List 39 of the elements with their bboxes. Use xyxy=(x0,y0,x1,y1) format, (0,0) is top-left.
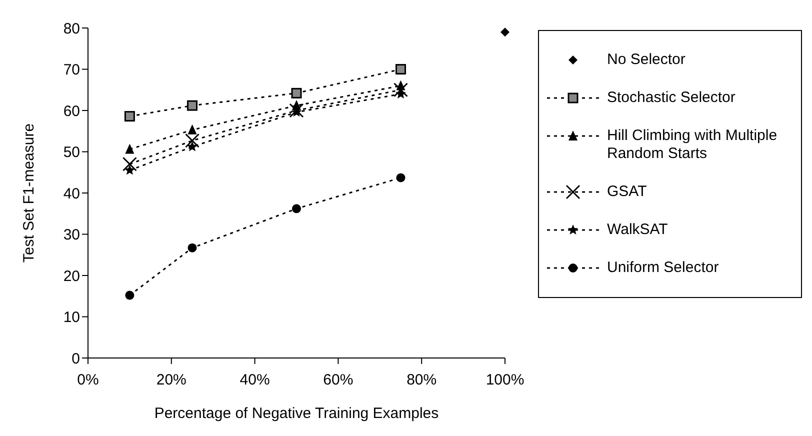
x-tick-label: 40% xyxy=(240,372,270,389)
legend-label: GSAT xyxy=(607,183,648,201)
point xyxy=(292,204,301,214)
x-tick-label: 60% xyxy=(323,372,354,389)
point xyxy=(188,124,197,134)
point xyxy=(396,64,406,74)
y-tick-label: 10 xyxy=(63,309,80,326)
point xyxy=(187,100,198,111)
legend-label: WalkSAT xyxy=(607,221,669,239)
y-tick-label: 0 xyxy=(72,350,80,368)
point xyxy=(124,164,135,175)
x-tick-label: 20% xyxy=(156,372,186,389)
point xyxy=(394,82,408,98)
legend-label: Hill Climbing with Multiple Random Starts xyxy=(607,127,778,163)
point xyxy=(122,156,137,172)
legend-label: Uniform Selector xyxy=(607,259,720,277)
y-tick-label: 20 xyxy=(63,268,80,285)
x-tick-label: 0% xyxy=(77,372,99,389)
y-tick-label: 60 xyxy=(63,102,80,120)
y-tick-label: 40 xyxy=(63,185,80,202)
x-axis-title: Percentage of Negative Training Examples xyxy=(154,405,439,422)
point xyxy=(185,133,200,148)
y-tick-label: 70 xyxy=(63,62,80,79)
point xyxy=(396,173,406,182)
point xyxy=(124,111,135,122)
point xyxy=(187,141,198,152)
y-tick-label: 80 xyxy=(63,20,80,38)
x-tick-label: 100% xyxy=(486,372,524,389)
point xyxy=(500,28,510,37)
y-tick-label: 50 xyxy=(63,144,80,162)
legend-label: No Selector xyxy=(607,51,686,69)
point xyxy=(291,88,302,98)
point xyxy=(188,243,197,252)
y-tick-label: 30 xyxy=(63,226,80,244)
point xyxy=(125,144,134,154)
y-axis-title: Test Set F1-measure xyxy=(20,123,38,263)
point xyxy=(125,290,134,300)
x-tick-label: 80% xyxy=(406,372,437,389)
legend-label: Stochastic Selector xyxy=(607,89,736,107)
